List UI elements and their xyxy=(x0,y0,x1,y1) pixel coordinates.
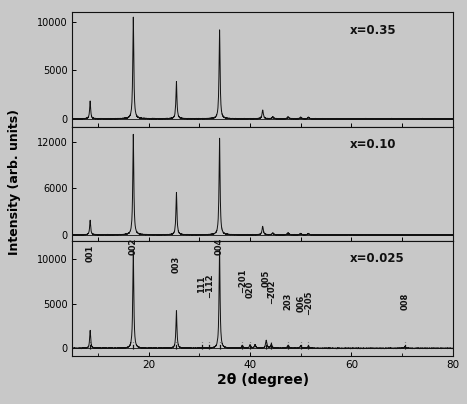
Text: x=0.025: x=0.025 xyxy=(350,252,405,265)
Text: Intensity (arb. units): Intensity (arb. units) xyxy=(7,109,21,255)
Text: 203: 203 xyxy=(283,292,292,310)
Text: x=0.35: x=0.35 xyxy=(350,23,397,37)
Text: −2̅0̅2: −2̅0̅2 xyxy=(267,280,276,304)
Text: −201: −201 xyxy=(238,268,247,292)
Text: 111: 111 xyxy=(197,275,206,292)
Text: 002: 002 xyxy=(129,238,138,255)
Text: 001: 001 xyxy=(85,244,95,262)
Text: −112: −112 xyxy=(205,274,214,298)
Text: 005: 005 xyxy=(262,269,271,287)
Text: 006: 006 xyxy=(296,295,305,312)
Text: 008: 008 xyxy=(400,292,409,310)
Text: 004: 004 xyxy=(215,238,224,255)
Text: −205: −205 xyxy=(304,291,313,316)
Text: 020: 020 xyxy=(246,281,255,298)
Text: 003: 003 xyxy=(172,256,181,273)
Text: x=0.10: x=0.10 xyxy=(350,138,397,151)
X-axis label: 2θ (degree): 2θ (degree) xyxy=(217,373,309,387)
